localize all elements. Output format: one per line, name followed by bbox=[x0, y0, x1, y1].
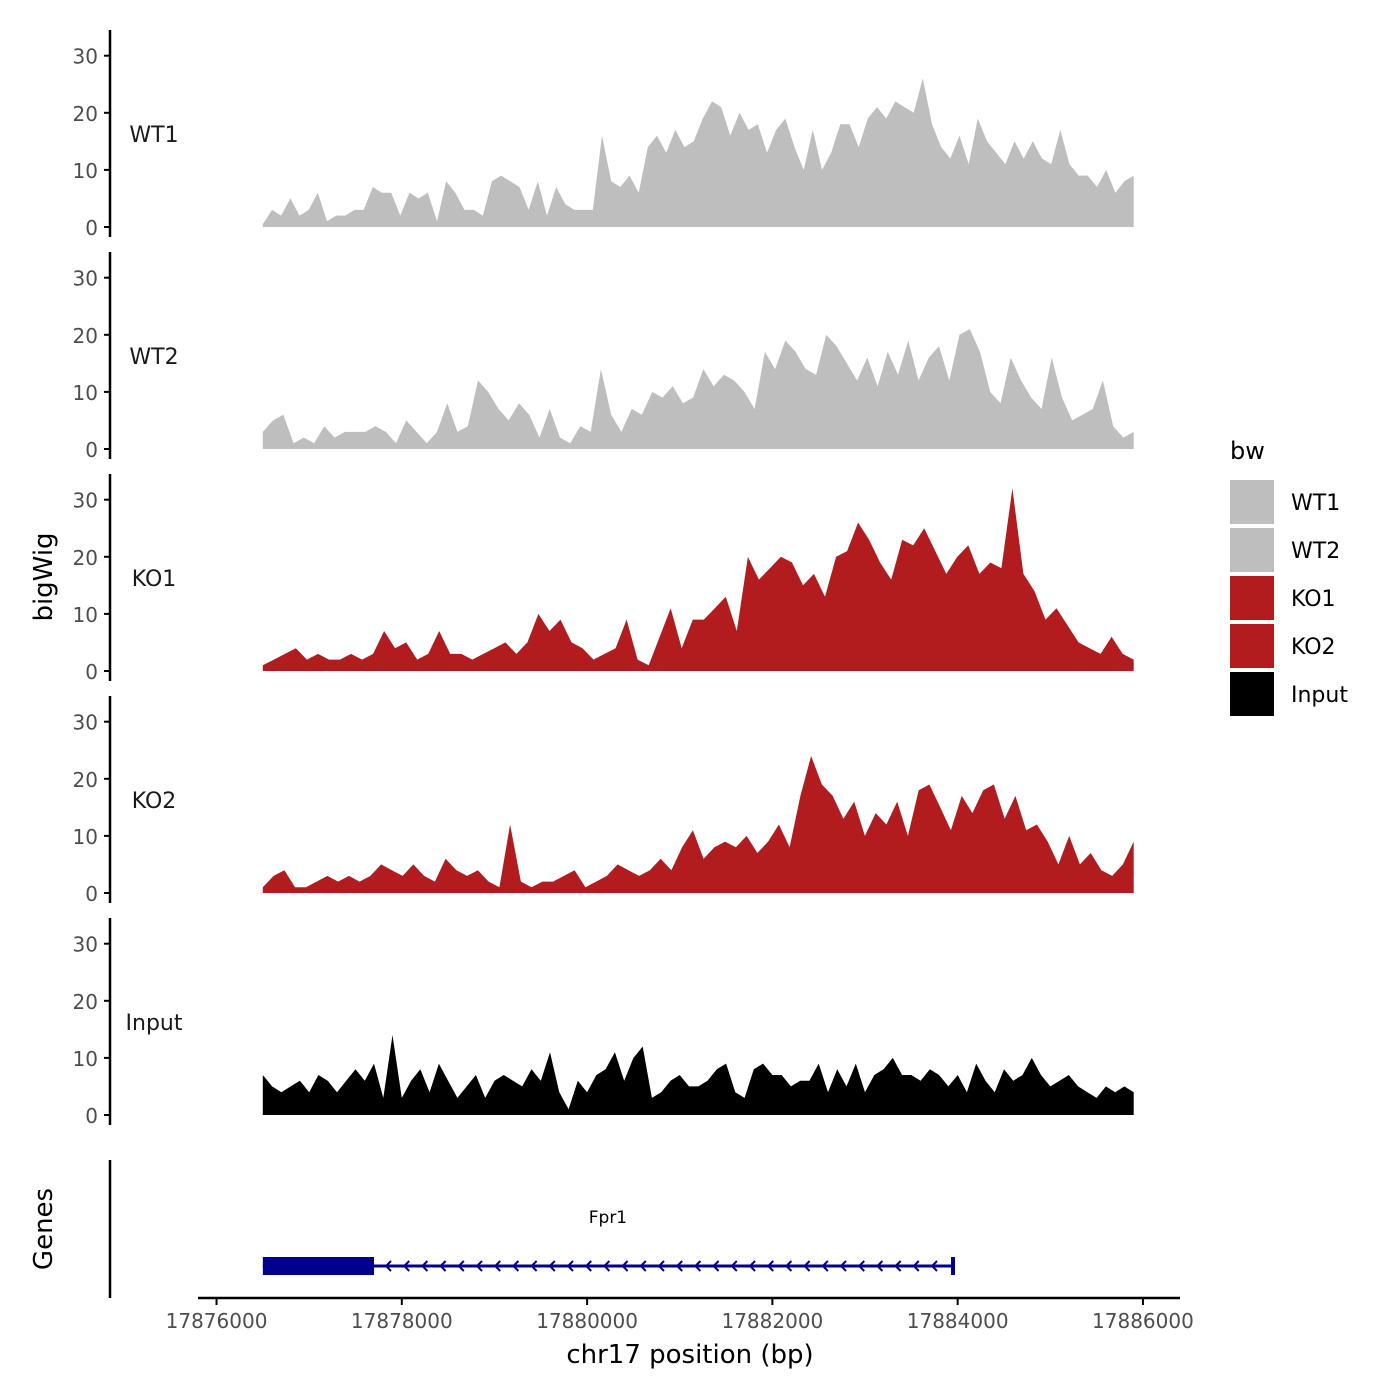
y-tick-label: 0 bbox=[85, 216, 98, 240]
legend-swatch-ko2 bbox=[1230, 624, 1274, 668]
y-tick-label: 0 bbox=[85, 882, 98, 906]
x-axis: 17876000 17878000 17880000 17882000 17884000… bbox=[166, 1296, 1194, 1333]
track-label: WT1 bbox=[129, 123, 178, 148]
strand-arrow bbox=[712, 1260, 720, 1272]
y-tick-label: 30 bbox=[73, 489, 98, 513]
strand-arrow bbox=[894, 1260, 902, 1272]
signal-tracks: 0 10 20 30 WT1 0 10 20 30 WT2 0 10 20 30 KO1 0 10 20 30 KO2… bbox=[73, 30, 1134, 1128]
legend: bw WT1 WT2 KO1 KO2 Input bbox=[1230, 437, 1348, 716]
strand-arrow bbox=[475, 1260, 483, 1272]
y-tick-label: 10 bbox=[73, 603, 98, 627]
strand-arrow bbox=[694, 1260, 702, 1272]
track-label: KO2 bbox=[132, 789, 177, 814]
legend-swatch-input bbox=[1230, 672, 1274, 716]
x-tick-label: 17882000 bbox=[721, 1309, 823, 1333]
x-tick-label: 17880000 bbox=[536, 1309, 638, 1333]
y-tick-label: 20 bbox=[73, 768, 98, 792]
legend-swatch-wt1 bbox=[1230, 480, 1274, 524]
genes-panel: Fpr1 bbox=[108, 1160, 956, 1298]
strand-arrow bbox=[566, 1260, 574, 1272]
y-tick-label: 20 bbox=[73, 324, 98, 348]
y-tick-label: 10 bbox=[73, 381, 98, 405]
track-label: Input bbox=[126, 1011, 183, 1036]
strand-arrow bbox=[402, 1260, 410, 1272]
y-tick-label: 10 bbox=[73, 159, 98, 183]
y-tick-label: 10 bbox=[73, 1047, 98, 1071]
track-wt1: 0 10 20 30 WT1 bbox=[73, 30, 1134, 240]
strand-arrow bbox=[530, 1260, 538, 1272]
y-tick-label: 30 bbox=[73, 933, 98, 957]
strand-arrow bbox=[421, 1260, 429, 1272]
gene-fpr1: Fpr1 bbox=[262, 1208, 956, 1275]
y-tick-label: 20 bbox=[73, 990, 98, 1014]
strand-arrow bbox=[657, 1260, 665, 1272]
strand-arrow bbox=[512, 1260, 520, 1272]
strand-arrow bbox=[876, 1260, 884, 1272]
strand-arrow bbox=[548, 1260, 556, 1272]
strand-arrow bbox=[857, 1260, 865, 1272]
strand-arrow bbox=[384, 1260, 392, 1272]
strand-arrow bbox=[766, 1260, 774, 1272]
strand-arrow bbox=[621, 1260, 629, 1272]
y-tick-label: 30 bbox=[73, 45, 98, 69]
strand-arrow bbox=[439, 1260, 447, 1272]
strand-arrow bbox=[930, 1260, 938, 1272]
legend-label-wt2: WT2 bbox=[1291, 539, 1340, 564]
x-tick-label: 17884000 bbox=[907, 1309, 1009, 1333]
legend-swatch-wt2 bbox=[1230, 528, 1274, 572]
track-ko1: 0 10 20 30 KO1 bbox=[73, 474, 1134, 684]
y-tick-label: 30 bbox=[73, 267, 98, 291]
y-tick-label: 0 bbox=[85, 660, 98, 684]
genes-axis-title: Genes bbox=[29, 1188, 59, 1270]
track-label: WT2 bbox=[129, 345, 178, 370]
track-label: KO1 bbox=[132, 567, 177, 592]
strand-arrow bbox=[839, 1260, 847, 1272]
track-ko2: 0 10 20 30 KO2 bbox=[73, 696, 1134, 906]
legend-label-input: Input bbox=[1291, 683, 1348, 708]
strand-arrow bbox=[748, 1260, 756, 1272]
y-tick-label: 0 bbox=[85, 1104, 98, 1128]
y-tick-label: 20 bbox=[73, 546, 98, 570]
strand-arrow bbox=[457, 1260, 465, 1272]
strand-arrow bbox=[639, 1260, 647, 1272]
legend-label-wt1: WT1 bbox=[1291, 491, 1340, 516]
strand-arrow bbox=[803, 1260, 811, 1272]
y-axis-title: bigWig bbox=[29, 532, 59, 621]
strand-arrow bbox=[603, 1260, 611, 1272]
strand-arrow bbox=[675, 1260, 683, 1272]
legend-title: bw bbox=[1230, 437, 1265, 465]
y-tick-label: 0 bbox=[85, 438, 98, 462]
legend-label-ko1: KO1 bbox=[1291, 587, 1336, 612]
signal-area bbox=[262, 488, 1134, 671]
strand-arrow bbox=[821, 1260, 829, 1272]
signal-area bbox=[262, 329, 1134, 449]
strand-arrow bbox=[584, 1260, 592, 1272]
strand-arrow bbox=[912, 1260, 920, 1272]
track-wt2: 0 10 20 30 WT2 bbox=[73, 252, 1134, 462]
x-tick-label: 17876000 bbox=[166, 1309, 268, 1333]
legend-swatch-ko1 bbox=[1230, 576, 1274, 620]
track-input: 0 10 20 30 Input bbox=[73, 918, 1134, 1128]
x-tick-label: 17878000 bbox=[351, 1309, 453, 1333]
legend-label-ko2: KO2 bbox=[1291, 635, 1336, 660]
y-tick-label: 20 bbox=[73, 102, 98, 126]
signal-area bbox=[262, 1035, 1134, 1115]
strand-arrow bbox=[493, 1260, 501, 1272]
y-tick-label: 10 bbox=[73, 825, 98, 849]
signal-area bbox=[262, 756, 1134, 893]
signal-area bbox=[262, 78, 1134, 227]
gene-exon bbox=[262, 1257, 375, 1275]
strand-arrow bbox=[730, 1260, 738, 1272]
x-axis-title: chr17 position (bp) bbox=[566, 1340, 813, 1370]
y-tick-label: 30 bbox=[73, 711, 98, 735]
x-tick-label: 17886000 bbox=[1092, 1309, 1194, 1333]
strand-arrow bbox=[785, 1260, 793, 1272]
gene-name-label: Fpr1 bbox=[589, 1208, 627, 1228]
